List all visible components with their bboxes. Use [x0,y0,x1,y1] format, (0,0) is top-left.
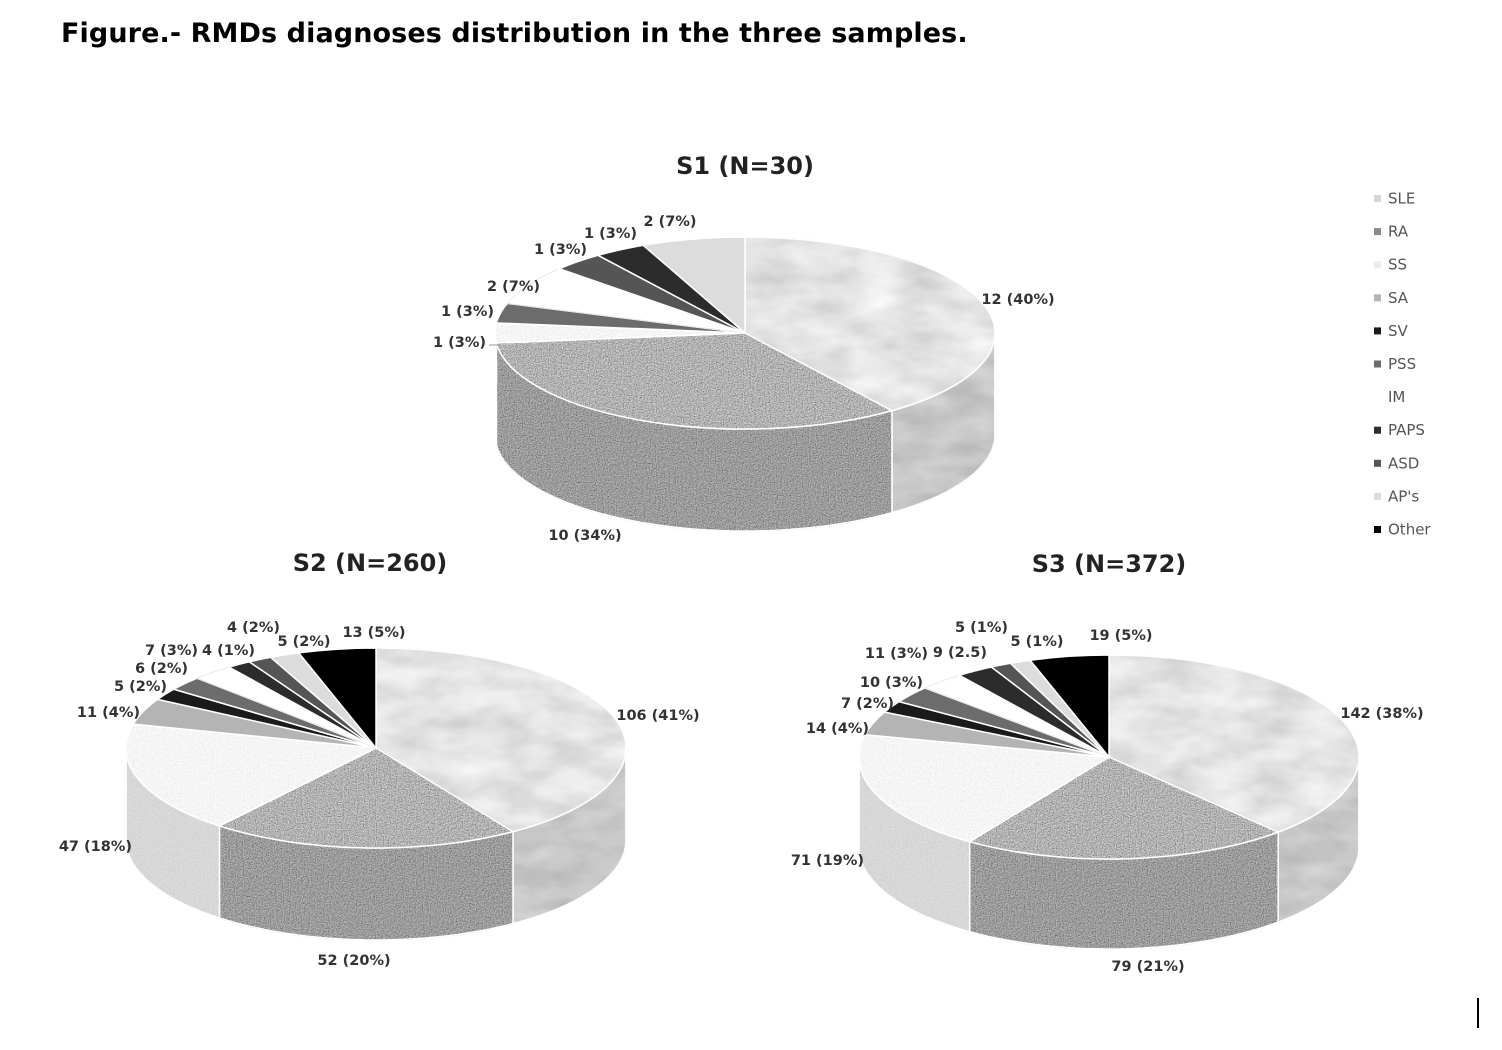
data-label-ap-s: 2 (7%) [643,214,696,230]
data-label-asd: 4 (2%) [227,620,280,636]
data-label-other: 19 (5%) [1089,628,1152,644]
legend-swatch [1374,459,1381,467]
data-label-asd: 5 (1%) [955,620,1008,636]
pie-title: S1 (N=30) [676,152,814,180]
pie-s2-n-260: 106 (41%) 52 (20%) 47 (18%) 11 (4%) 5 (2%) 6 … [59,549,700,969]
legend-item-other: Other [1374,521,1431,539]
data-label-sa: 14 (4%) [806,721,869,737]
legend-label: PAPS [1388,421,1425,439]
legend-swatch [1374,195,1381,202]
data-label-asd: 1 (3%) [534,242,587,258]
legend-swatch [1374,228,1381,236]
legend-swatch [1374,360,1381,368]
data-label-sa: 11 (4%) [77,705,140,721]
data-label-paps: 1 (3%) [584,226,637,242]
data-label-sv: 5 (2%) [114,679,167,695]
pie-title: S2 (N=260) [293,549,448,577]
pie-slice-edge-ra [967,756,1281,860]
legend-item-ss: SS [1374,256,1407,274]
data-label-im: 2 (7%) [487,279,540,295]
data-label-ss: 47 (18%) [59,839,132,855]
data-label-ra: 79 (21%) [1111,959,1184,975]
legend-swatch [1374,526,1381,533]
data-label-sle: 142 (38%) [1340,706,1423,722]
legend-item-sle: SLE [1374,190,1415,208]
legend-label: ASD [1388,454,1419,472]
data-label-sle: 106 (41%) [616,708,699,724]
data-label-other: 13 (5%) [342,625,405,641]
legend: SLE RA SS SA SV PSS IM PAPS ASD AP's Other [1374,190,1431,539]
pie-slice-edge-sle [744,236,996,412]
pie-slice-edge-ra [495,332,894,430]
pie-s3-n-372: 142 (38%) 79 (21%) 71 (19%) 14 (4%) 7 (2%) 10… [791,550,1424,975]
legend-item-pss: PSS [1374,355,1416,373]
data-label-sv: 7 (2%) [841,696,894,712]
legend-swatch [1374,492,1381,500]
pie-slice-other [297,647,377,751]
pie-side-walls [858,756,1360,950]
pie-slice-edge-ss [858,733,1112,843]
legend-label: AP's [1388,487,1419,505]
legend-label: PSS [1388,355,1416,373]
pie-slice-ap-s [641,236,746,335]
legend-swatch [1374,261,1381,269]
pie-slice-edge-sle [1108,654,1360,833]
data-label-ra: 10 (34%) [548,528,621,544]
data-label-im: 11 (3%) [865,646,928,662]
legend-label: RA [1388,223,1409,241]
data-label-paps: 9 (2.5) [933,645,987,661]
legend-swatch [1374,327,1381,335]
data-label-pss: 10 (3%) [860,675,923,691]
data-label-pss: 6 (2%) [135,661,188,677]
legend-label: IM [1388,388,1405,406]
data-label-im: 7 (3%) [145,643,198,659]
legend-swatch [1374,426,1381,434]
legend-item-ap-s: AP's [1374,487,1419,505]
pie-slice-edge-sle [375,647,627,833]
legend-swatch [1374,393,1381,401]
pie-side-walls [494,332,996,532]
legend-item-sv: SV [1374,322,1409,340]
pie-title: S3 (N=372) [1032,550,1187,578]
pie-s1-n-30: 12 (40%)10 (34%)1 (3%)1 (3%)2 (7%)1 (3%)… [433,152,1055,544]
legend-swatch [1374,294,1381,302]
legend-item-im: IM [1374,388,1405,406]
legend-label: Other [1388,521,1431,539]
data-label-ss: 71 (19%) [791,853,864,869]
data-label-pss: 1 (3%) [441,304,494,320]
legend-item-sa: SA [1374,289,1409,307]
pie-slice-edge-ss [125,723,379,827]
pie-slice-edge-ra [217,747,515,849]
legend-item-paps: PAPS [1374,421,1425,439]
legend-label: SV [1388,322,1409,340]
legend-label: SLE [1388,190,1415,208]
figure-title: Figure.- RMDs diagnoses distribution in … [61,18,968,49]
data-label-ap-s: 5 (2%) [277,634,330,650]
pie-slice-other [1028,654,1110,760]
legend-item-ra: RA [1374,223,1409,241]
legend-label: SS [1388,256,1407,274]
legend-item-asd: ASD [1374,454,1419,472]
pie-side-walls [125,747,627,941]
data-label-sle: 12 (40%) [981,292,1054,308]
data-label-ap-s: 5 (1%) [1010,634,1063,650]
data-label-ra: 52 (20%) [317,953,390,969]
legend-label: SA [1388,289,1409,307]
text-cursor [1477,998,1479,1028]
data-label-paps: 4 (1%) [202,643,255,659]
data-label-ss: 1 (3%) [433,335,486,351]
